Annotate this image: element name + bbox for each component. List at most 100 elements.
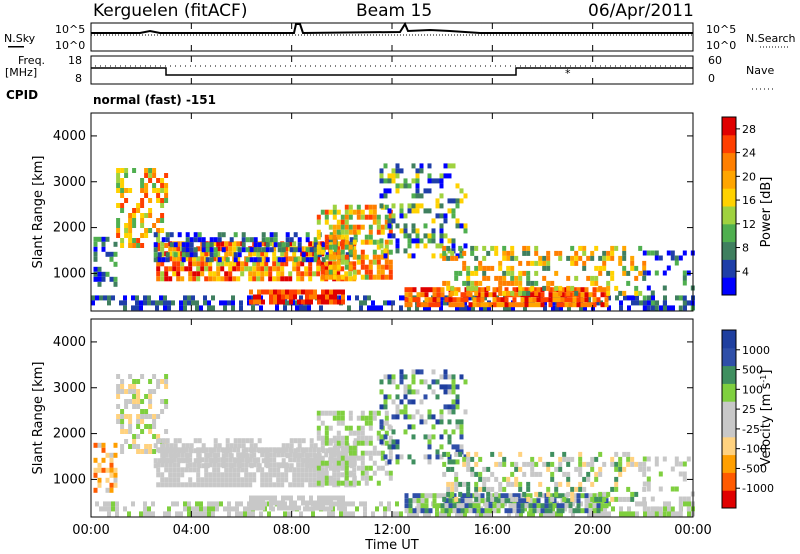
scatter-cell: [260, 482, 265, 488]
scatter-cell: [411, 389, 416, 395]
colorbar-segment: [722, 436, 736, 456]
scatter-cell: [251, 305, 255, 311]
scatter-cell: [379, 168, 384, 174]
scatter-cell: [654, 461, 659, 467]
scatter-cell: [662, 456, 667, 462]
scatter-cell: [340, 455, 345, 461]
scatter-cell: [281, 242, 286, 248]
scatter-cell: [658, 486, 663, 492]
scatter-cell: [588, 292, 593, 298]
scatter-cell: [256, 467, 261, 473]
scatter-cell: [439, 228, 444, 234]
scatter-cell: [466, 270, 471, 276]
scatter-cell: [188, 452, 193, 458]
scatter-cell: [551, 511, 555, 517]
scatter-cell: [411, 424, 416, 430]
scatter-cell: [558, 456, 563, 462]
scatter-cell: [277, 242, 282, 248]
scatter-cell: [492, 297, 497, 303]
scatter-cell: [204, 482, 209, 488]
scatter-cell: [586, 255, 591, 261]
scatter-cell: [570, 486, 575, 492]
scatter-cell: [268, 266, 273, 272]
scatter-cell: [188, 266, 193, 272]
scatter-cell: [193, 252, 198, 258]
scatter-cell: [368, 259, 373, 265]
scatter-cell: [183, 300, 187, 306]
scatter-cell: [152, 374, 157, 379]
scatter-cell: [324, 452, 329, 458]
scatter-cell: [431, 369, 436, 375]
scatter-cell: [451, 409, 456, 415]
scatter-cell: [352, 472, 357, 478]
scatter-cell: [344, 224, 349, 230]
scatter-cell: [313, 505, 317, 511]
scatter-cell: [584, 498, 589, 504]
scatter-cell: [568, 508, 573, 514]
scatter-cell: [506, 255, 511, 261]
scatter-cell: [109, 251, 114, 257]
scatter-cell: [272, 467, 277, 473]
scatter-cell: [119, 300, 123, 306]
scatter-cell: [217, 443, 222, 449]
scatter-cell: [297, 242, 302, 248]
scatter-cell: [570, 285, 575, 291]
scatter-cell: [332, 410, 337, 416]
scatter-cell: [466, 461, 471, 467]
scatter-cell: [352, 261, 357, 267]
scatter-cell: [144, 424, 149, 429]
scatter-cell: [336, 246, 341, 252]
scatter-cell: [384, 470, 389, 476]
nave-top: 60: [708, 54, 722, 67]
scatter-cell: [124, 233, 129, 238]
scatter-cell: [241, 232, 246, 238]
scatter-cell: [265, 257, 270, 263]
scatter-cell: [642, 270, 647, 276]
scatter-cell: [295, 305, 299, 311]
scatter-cell: [283, 305, 287, 311]
scatter-cell: [540, 503, 545, 509]
scatter-cell: [220, 266, 225, 272]
scatter-cell: [132, 389, 137, 394]
scatter-cell: [468, 292, 473, 298]
scatter-cell: [452, 508, 457, 514]
scatter-cell: [476, 302, 481, 308]
scatter-cell: [300, 276, 305, 282]
scatter-cell: [91, 295, 95, 301]
scatter-cell: [101, 241, 106, 247]
scatter-cell: [308, 276, 313, 282]
scatter-cell: [289, 448, 294, 454]
scatter-cell: [427, 434, 432, 440]
scatter-cell: [554, 486, 559, 492]
scatter-cell: [595, 511, 599, 517]
scatter-cell: [180, 276, 185, 282]
scatter-cell: [643, 511, 647, 517]
scatter-cell: [459, 374, 464, 380]
scatter-cell: [587, 511, 591, 517]
scatter-cell: [336, 455, 341, 461]
scatter-cell: [526, 461, 531, 467]
scatter-cell: [260, 467, 265, 473]
scatter-cell: [415, 305, 419, 311]
scatter-cell: [281, 299, 285, 305]
scatter-cell: [213, 453, 218, 459]
scatter-cell: [536, 302, 541, 308]
scatter-cell: [156, 276, 161, 282]
colorbar-tick-label: 1000: [742, 344, 770, 357]
scatter-cell: [506, 290, 511, 296]
scatter-cell: [520, 297, 525, 303]
scatter-cell: [356, 465, 361, 471]
scatter-cell: [522, 250, 527, 256]
scatter-cell: [132, 213, 137, 218]
scatter-cell: [332, 269, 337, 275]
scatter-cell: [468, 302, 473, 308]
scatter-cell: [463, 379, 468, 385]
scatter-cell: [203, 506, 207, 512]
scatter-cell: [205, 242, 210, 248]
scatter-cell: [439, 233, 444, 239]
scatter-cell: [579, 305, 583, 311]
scatter-cell: [599, 511, 603, 517]
scatter-cell: [683, 501, 687, 507]
scatter-cell: [427, 409, 432, 415]
scatter-cell: [321, 294, 325, 300]
